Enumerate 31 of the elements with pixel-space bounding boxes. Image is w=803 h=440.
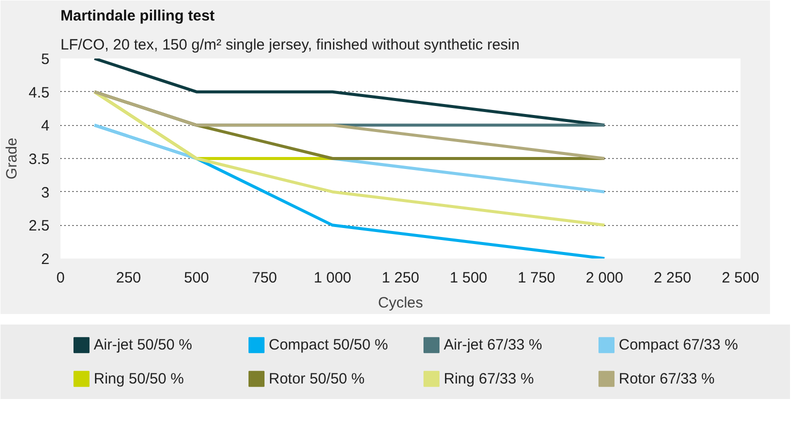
y-tick-label: 3 [41,184,50,202]
legend-label: Ring 50/50 % [94,370,184,388]
legend-label: Air-jet 50/50 % [94,336,192,354]
x-tick-label: 1 500 [450,270,488,286]
legend-label: Rotor 67/33 % [618,370,715,388]
x-tick-label: 1 000 [314,270,352,286]
x-tick-label: 1 250 [382,270,420,286]
y-tick-label: 2 [41,251,50,268]
x-tick-label: 250 [116,270,142,286]
legend-label: Rotor 50/50 % [268,370,365,388]
x-tick-label: 2 250 [654,270,692,286]
y-tick-label: 4 [41,118,50,135]
x-tick-label: 750 [252,270,278,286]
legend-label: Compact 50/50 % [268,336,388,354]
line-series [93,90,606,227]
y-axis-title: Grade [4,138,21,180]
chart-title: Martindale pilling test [60,8,215,24]
y-tick-label: 2.5 [28,218,50,235]
y-tick-label: 3.5 [28,151,50,168]
x-tick-label: 2 500 [722,270,760,286]
y-tick-label: 5 [41,51,50,68]
x-axis-title: Cycles [378,294,424,312]
y-tick-label: 4.5 [28,84,50,102]
x-tick-label: 500 [184,270,210,286]
legend-label: Air-jet 67/33 % [444,336,542,354]
chart-subtitle: LF/CO, 20 tex, 150 g/m² single jersey, finished without synthetic resin [60,36,520,54]
legend-label: Compact 67/33 % [618,336,738,354]
x-tick-label: 2 000 [586,270,624,286]
legend-label: Ring 67/33 % [444,370,534,388]
x-tick-label: 1 750 [518,270,556,286]
x-tick-label: 0 [56,270,65,286]
